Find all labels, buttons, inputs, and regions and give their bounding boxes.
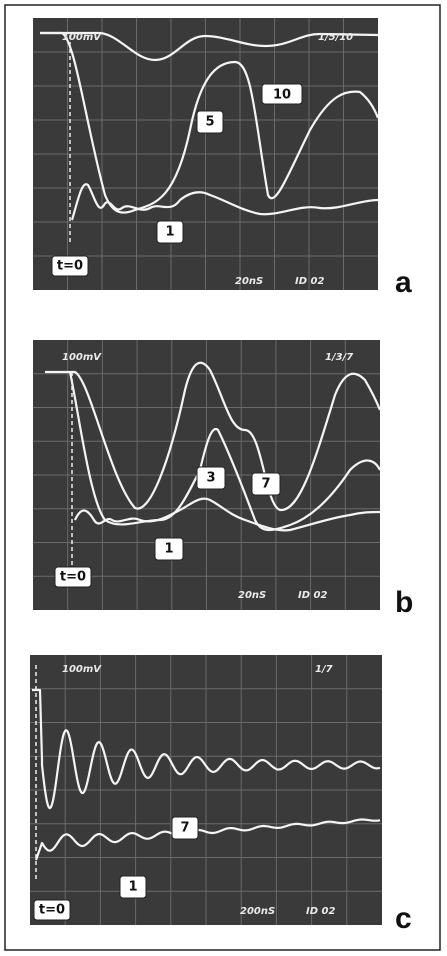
timebase: 20nS — [235, 276, 263, 287]
trace-label: 1 — [128, 880, 137, 895]
scope-id: ID 02 — [298, 590, 327, 601]
label-box — [51, 255, 89, 277]
scale-label: 100mV — [62, 664, 102, 675]
label-box — [261, 83, 303, 105]
trace-7 — [45, 361, 382, 512]
timebase: 200nS — [240, 906, 275, 917]
scope-id: ID 02 — [306, 906, 335, 917]
trace-label: 3 — [206, 471, 215, 486]
label-box — [156, 220, 184, 244]
scope-id: ID 02 — [295, 276, 324, 287]
trace-label: 7 — [261, 477, 270, 492]
trace-5 — [40, 31, 380, 214]
trace-label: 7 — [180, 821, 189, 836]
traces-id: 1/7 — [315, 664, 333, 675]
timebase: 20nS — [238, 590, 266, 601]
scale-label: 100mV — [62, 32, 102, 43]
traces-id: 1/5/10 — [318, 32, 353, 43]
panel-letter: b — [395, 586, 413, 619]
trace-10 — [40, 31, 379, 62]
t0-label: t=0 — [60, 570, 86, 585]
panel-letter: a — [395, 266, 412, 299]
label-box — [54, 566, 92, 588]
trace-7 — [32, 688, 381, 810]
trace-1 — [34, 818, 381, 861]
label-box — [196, 466, 226, 490]
label-box — [251, 472, 281, 496]
label-box — [119, 875, 147, 899]
t0-label: t=0 — [39, 903, 65, 918]
panel-b: 100mV 1/3/7 3 7 1 t=0 20nS ID 02 b — [33, 340, 413, 619]
label-box — [171, 816, 199, 840]
scale-label: 100mV — [62, 352, 102, 363]
trace-label: 1 — [164, 542, 173, 557]
trace-1 — [74, 497, 381, 532]
label-box — [196, 110, 224, 134]
grid — [30, 655, 382, 925]
t0-label: t=0 — [57, 259, 83, 274]
traces-id: 1/3/7 — [325, 352, 353, 363]
label-box — [33, 899, 71, 921]
panel-a: 100mV 1/5/10 10 5 1 t=0 20nS ID 02 a — [33, 18, 412, 299]
label-box — [154, 537, 184, 561]
panel-c: 100mV 1/7 7 1 t=0 200nS ID 02 c — [30, 655, 412, 935]
trace-1 — [70, 183, 379, 221]
frame — [4, 4, 441, 951]
panel-letter: c — [395, 902, 412, 935]
trace-label: 5 — [205, 115, 214, 130]
trace-label: 10 — [273, 88, 291, 103]
trace-label: 1 — [165, 225, 174, 240]
